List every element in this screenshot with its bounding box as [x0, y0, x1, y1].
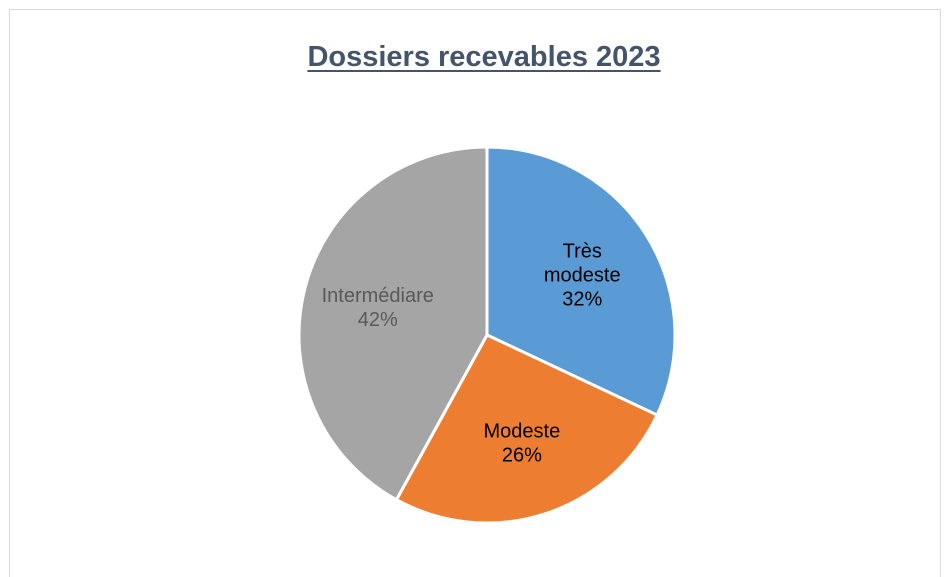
pie-label-interm-diare: Intermédiare 42%	[322, 285, 434, 331]
chart-title: Dossiers recevables 2023	[307, 41, 661, 73]
pie-label-modeste: Modeste 26%	[483, 420, 560, 466]
pie-slice-interm-diare	[297, 145, 489, 502]
pie-slice-tr-s-modeste	[485, 145, 677, 417]
pie-label-tr-s-modeste: Très modeste 32%	[544, 241, 621, 311]
